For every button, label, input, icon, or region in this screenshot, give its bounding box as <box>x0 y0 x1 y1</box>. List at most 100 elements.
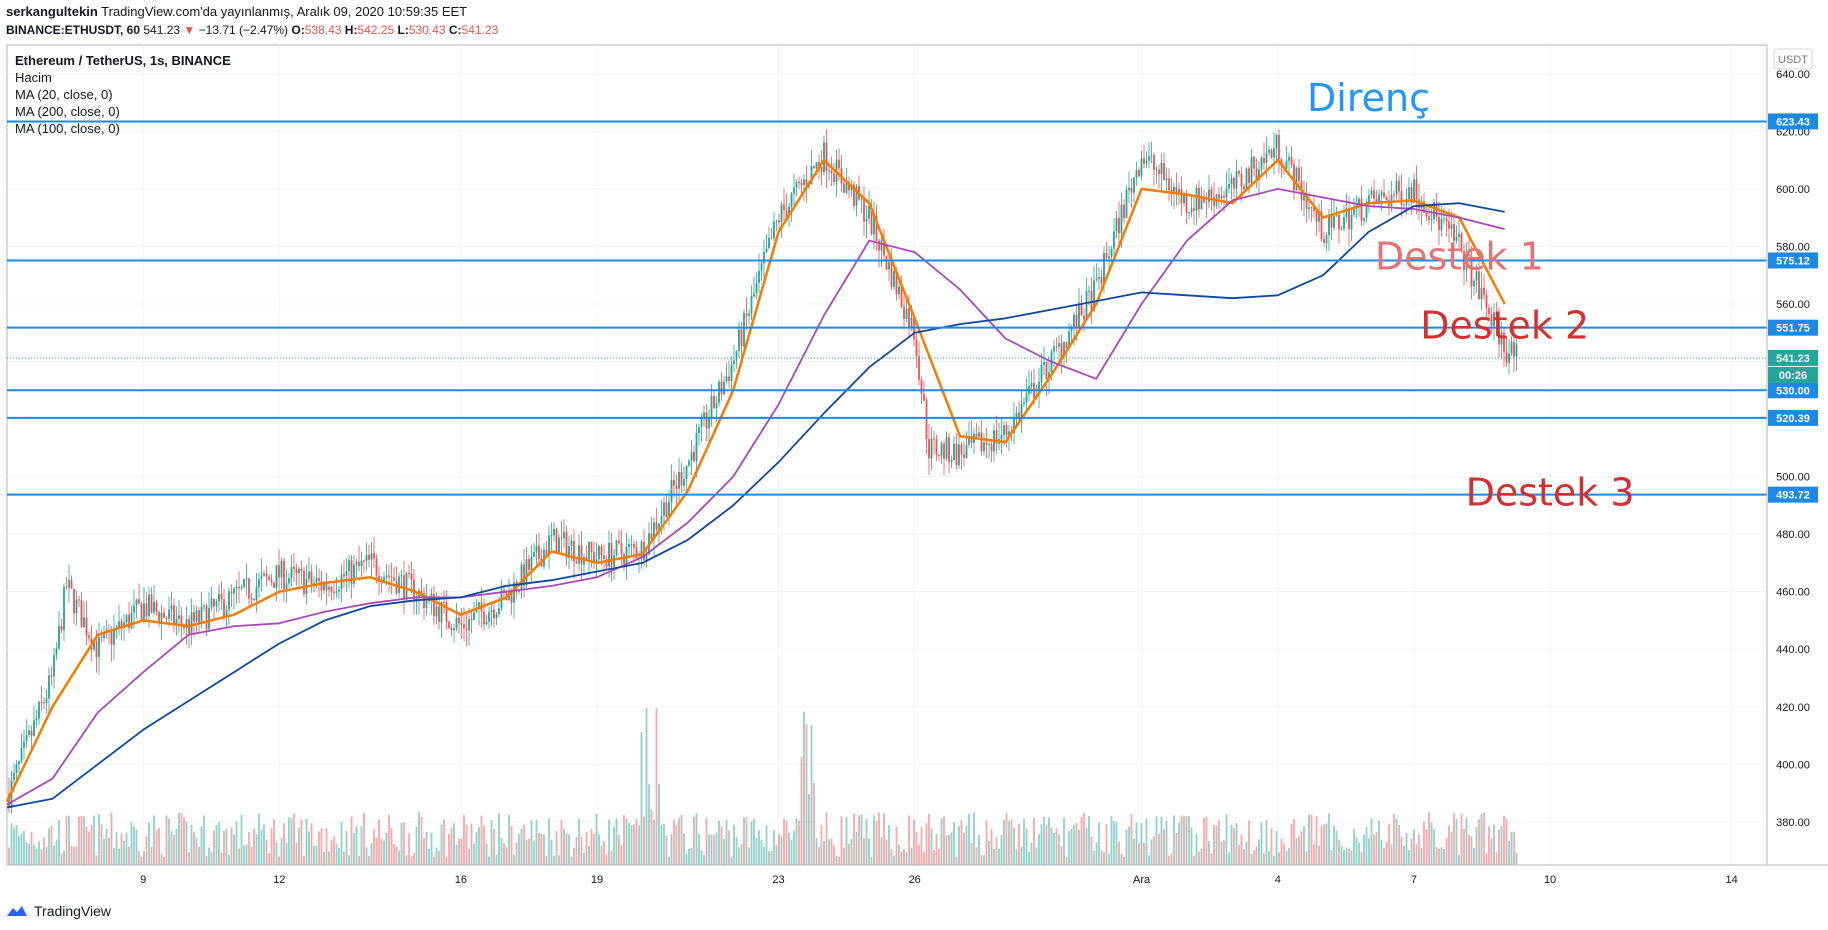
time-axis[interactable]: 91216192326Ara47101417212428 <box>140 874 1828 886</box>
candle-body <box>218 593 220 602</box>
candle-body <box>1198 187 1200 210</box>
price-axis[interactable]: 380.00 400.00 420.00 440.00 460.00 480.00 500.… <box>1776 69 1810 829</box>
candle-body <box>1053 346 1055 352</box>
volume-bar <box>1068 830 1070 865</box>
candle-body <box>343 574 345 577</box>
volume-bar <box>293 813 295 865</box>
legend-title[interactable]: Ethereum / TetherUS, 1s, BINANCE <box>15 53 231 68</box>
volume-bar <box>340 821 343 865</box>
volume-bar <box>1455 818 1458 865</box>
volume-bar <box>695 813 698 865</box>
currency-badge[interactable]: USDT <box>1773 48 1813 70</box>
legend-ma200[interactable]: MA (200, close, 0) <box>15 104 120 119</box>
volume-bar <box>453 823 455 865</box>
volume-bar <box>705 818 708 865</box>
volume-bar <box>895 826 898 865</box>
candle-body <box>468 619 470 631</box>
candle-body <box>1475 271 1478 281</box>
candle-body <box>353 564 355 584</box>
volume-bar <box>675 825 678 865</box>
candle-body <box>1005 425 1008 436</box>
candle-body <box>1398 180 1400 192</box>
candle-body <box>1505 351 1508 363</box>
volume-bar <box>495 854 498 865</box>
volume-bar <box>1080 817 1083 865</box>
time-tick-label: Ara <box>1133 874 1151 886</box>
candle-body <box>433 594 435 617</box>
candle-body <box>1430 219 1433 221</box>
volume-bar <box>928 813 930 865</box>
volume-bar <box>1063 817 1065 865</box>
candle-body <box>390 576 393 578</box>
volume-bar <box>270 828 273 865</box>
volume-bar <box>700 850 703 865</box>
volume-bar <box>773 830 775 865</box>
volume-bar <box>650 809 653 865</box>
volume-bar <box>1315 816 1318 865</box>
volume-bar <box>1410 838 1413 865</box>
volume-bar <box>720 826 723 865</box>
brand-footer[interactable]: TradingView <box>6 903 111 919</box>
volume-bar <box>433 856 435 865</box>
volume-bar <box>580 837 583 865</box>
legend-volume[interactable]: Hacim <box>15 70 52 85</box>
volume-bar <box>1035 847 1038 865</box>
candle-body <box>573 540 575 562</box>
volume-bar <box>1405 832 1408 865</box>
price-tick-label: 400.00 <box>1776 759 1810 771</box>
price-tick-label: 380.00 <box>1776 817 1810 829</box>
candle-body <box>1273 148 1275 158</box>
candle-body <box>1458 233 1460 237</box>
volume-bar <box>55 839 58 865</box>
volume-bar <box>605 854 608 865</box>
volume-bar <box>83 816 85 865</box>
volume-bar <box>1190 827 1193 865</box>
last-price-text: 541.23 <box>1776 353 1810 365</box>
candle-body <box>133 605 135 613</box>
volume-bar <box>1270 828 1273 865</box>
author-name[interactable]: serkangultekin <box>6 4 98 19</box>
candle-body <box>708 418 710 429</box>
candle-body <box>1485 294 1488 308</box>
volume-bar <box>1513 831 1515 865</box>
volume-bar <box>183 817 185 865</box>
candle-body <box>288 578 290 584</box>
volume-bar <box>935 833 938 865</box>
candle-body <box>248 578 250 599</box>
volume-bar <box>1268 851 1270 865</box>
candle-body <box>665 502 668 518</box>
candle-body <box>1360 198 1363 221</box>
tradingview-logo-icon <box>7 906 27 916</box>
annotation-texts[interactable]: Direnç Destek 1 Destek 2 Destek 3 <box>1307 76 1635 514</box>
candle-body <box>55 648 58 655</box>
volume-bar <box>543 834 545 865</box>
volume-bar <box>1033 817 1035 865</box>
horizontal-levels[interactable] <box>7 120 1767 496</box>
candle-body <box>1013 416 1015 434</box>
candle-body <box>600 545 603 556</box>
candle-body <box>158 611 160 623</box>
volume-bar <box>688 848 690 865</box>
volume-bar <box>975 847 978 865</box>
volume-bar <box>483 825 485 865</box>
volume-bar <box>915 831 918 865</box>
candle-body <box>880 239 883 251</box>
candle-body <box>745 313 748 316</box>
volume-bar <box>8 847 10 865</box>
candle-body <box>1190 208 1193 213</box>
legend-ma20[interactable]: MA (20, close, 0) <box>15 87 113 102</box>
candle-body <box>393 577 395 581</box>
volume-bar <box>38 841 40 865</box>
candle-body <box>160 612 163 623</box>
candle-body <box>125 614 128 623</box>
volume-bar <box>290 817 293 865</box>
candle-body <box>660 515 663 524</box>
legend-ma100[interactable]: MA (100, close, 0) <box>15 121 120 136</box>
volume-bar <box>1348 848 1350 865</box>
volume-bars <box>8 707 1518 865</box>
volume-bar <box>730 856 733 865</box>
volume-bar <box>113 848 115 865</box>
last-price-badge <box>1768 349 1818 366</box>
candle-body <box>525 559 528 586</box>
